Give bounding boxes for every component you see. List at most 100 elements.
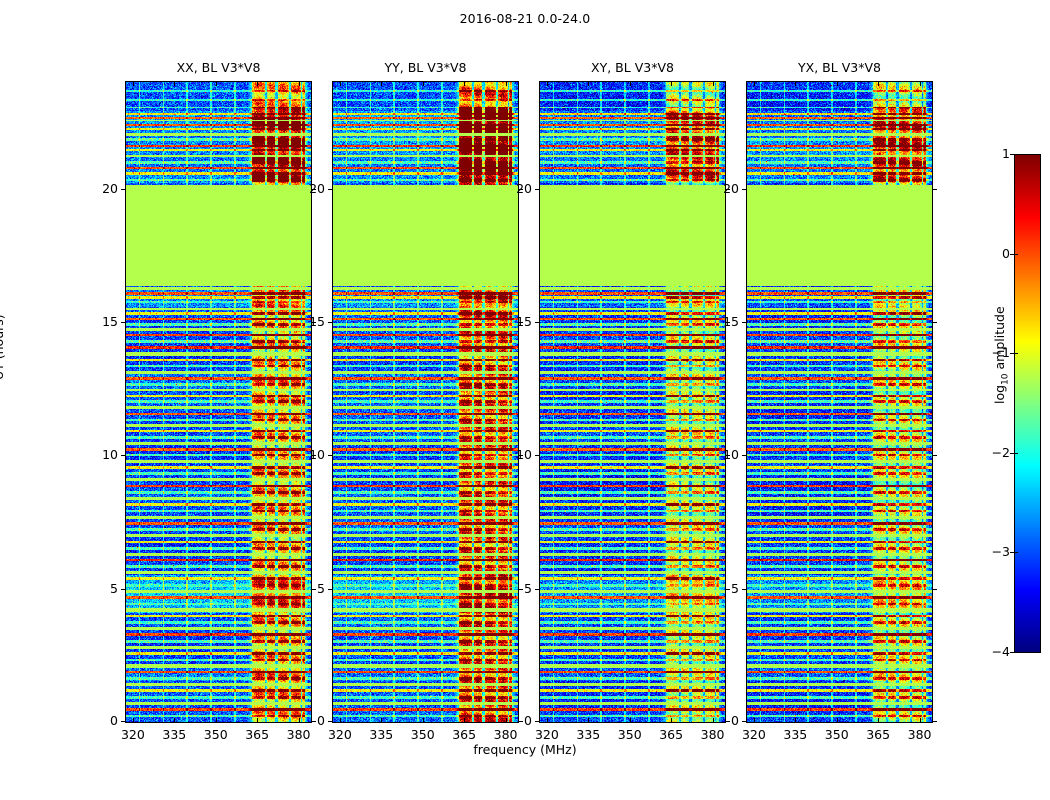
x-tick-mark <box>381 718 383 722</box>
colorbar-title-sub: 10 <box>1000 373 1011 385</box>
colorbar-tick-label: 0 <box>1002 245 1010 261</box>
x-tick-mark-top <box>712 82 714 86</box>
y-tick-mark-right <box>933 455 937 457</box>
colorbar-tick-mark <box>1010 552 1014 554</box>
x-tick-mark-top <box>298 82 300 86</box>
x-tick-label: 350 <box>617 727 642 742</box>
y-tick-mark <box>535 188 539 190</box>
colorbar-tick-mark <box>1010 452 1014 454</box>
x-tick-mark-top <box>422 82 424 86</box>
x-tick-mark-top <box>671 82 673 86</box>
colorbar-tick-mark <box>1010 652 1014 653</box>
x-tick-label: 365 <box>659 727 684 742</box>
y-tick-mark <box>328 455 332 457</box>
panel-title-xx: XX, BL V3*V8 <box>176 60 261 75</box>
y-tick-mark <box>535 721 539 722</box>
x-tick-label: 365 <box>866 727 891 742</box>
y-tick-mark <box>535 455 539 457</box>
colorbar-tick-label: −3 <box>991 544 1010 560</box>
y-tick-label: 0 <box>731 713 739 728</box>
x-tick-mark-top <box>836 82 838 86</box>
y-tick-mark <box>328 188 332 190</box>
y-tick-label: 10 <box>723 447 739 463</box>
x-tick-mark <box>753 718 755 722</box>
x-tick-label: 335 <box>783 727 808 742</box>
x-tick-mark-top <box>795 82 797 86</box>
y-tick-label: 5 <box>731 580 739 596</box>
panel-title-yx: YX, BL V3*V8 <box>798 60 881 75</box>
x-tick-mark <box>215 718 217 722</box>
figure-suptitle: 2016-08-21 0.0-24.0 <box>459 11 591 26</box>
y-tick-mark <box>742 721 746 722</box>
y-tick-mark <box>121 188 125 190</box>
panel-plot-area-xy <box>539 81 726 723</box>
y-tick-label: 10 <box>102 447 118 463</box>
y-tick-mark <box>328 721 332 722</box>
x-tick-mark <box>174 718 176 722</box>
x-tick-mark <box>919 718 921 722</box>
x-tick-label: 320 <box>741 727 766 742</box>
y-tick-label: 15 <box>723 314 739 329</box>
x-tick-mark-top <box>174 82 176 86</box>
waterfall-image-yy <box>333 82 518 722</box>
x-tick-mark <box>671 718 673 722</box>
x-tick-mark <box>298 718 300 722</box>
y-tick-mark-right <box>519 455 523 457</box>
colorbar-tick-mark-inner <box>1014 452 1018 454</box>
x-tick-mark <box>257 718 259 722</box>
x-tick-label: 335 <box>369 727 394 742</box>
colorbar-tick-mark-inner <box>1014 353 1018 355</box>
x-tick-mark-top <box>546 82 548 86</box>
x-tick-label: 335 <box>576 727 601 742</box>
x-tick-mark <box>464 718 466 722</box>
x-tick-mark-top <box>753 82 755 86</box>
panel-xy[interactable]: XY, BL V3*V8 320 335 350 365 380 0 5 10 15 20 <box>516 60 730 742</box>
x-tick-label: 335 <box>162 727 187 742</box>
panel-yx[interactable]: YX, BL V3*V8 320 335 350 365 380 0 5 10 15 20 <box>723 60 937 742</box>
y-axis-label: UT (hours) <box>0 314 6 380</box>
colorbar-gradient <box>1014 154 1041 653</box>
y-tick-mark-right <box>519 588 523 590</box>
y-tick-mark-right <box>726 455 730 457</box>
x-tick-mark-top <box>215 82 217 86</box>
x-tick-label: 350 <box>203 727 228 742</box>
x-tick-label: 350 <box>410 727 435 742</box>
y-tick-mark-right <box>312 188 316 190</box>
colorbar-title-main: log <box>992 384 1007 404</box>
y-tick-mark <box>328 588 332 590</box>
panel-yy[interactable]: YY, BL V3*V8 320 335 350 365 380 0 5 10 15 20 <box>309 60 523 742</box>
y-tick-mark-right <box>726 588 730 590</box>
y-tick-mark-right <box>519 188 523 190</box>
panel-title-yy: YY, BL V3*V8 <box>384 60 467 75</box>
x-tick-mark-top <box>257 82 259 86</box>
y-tick-mark-right <box>726 322 730 323</box>
y-tick-label: 0 <box>110 713 118 728</box>
y-tick-mark-right <box>933 188 937 190</box>
x-tick-mark <box>629 718 631 722</box>
y-tick-label: 15 <box>102 314 118 329</box>
x-tick-mark-top <box>339 82 341 86</box>
waterfall-image-yx <box>747 82 932 722</box>
y-tick-mark-right <box>312 721 316 722</box>
y-tick-mark <box>535 588 539 590</box>
y-tick-mark-right <box>726 188 730 190</box>
colorbar-tick-mark <box>1010 253 1014 255</box>
y-tick-label: 15 <box>516 314 532 329</box>
x-tick-label: 365 <box>245 727 270 742</box>
x-tick-label: 365 <box>452 727 477 742</box>
x-tick-mark <box>712 718 714 722</box>
y-tick-mark <box>121 721 125 722</box>
x-tick-mark-top <box>464 82 466 86</box>
x-tick-mark-top <box>588 82 590 86</box>
y-tick-label: 5 <box>524 580 532 596</box>
y-tick-mark-right <box>726 721 730 722</box>
x-tick-mark <box>422 718 424 722</box>
y-tick-mark <box>328 322 332 323</box>
x-tick-label: 320 <box>534 727 559 742</box>
panel-plot-area-xx <box>125 81 312 723</box>
x-tick-label: 380 <box>700 727 725 742</box>
panel-xx[interactable]: XX, BL V3*V8 320 335 350 365 380 0 5 10 15 20 <box>102 60 316 742</box>
colorbar-tick-label: −2 <box>991 444 1010 460</box>
colorbar[interactable]: log10 amplitude 1 0 −1 −2 −3 −4 <box>992 146 1041 659</box>
